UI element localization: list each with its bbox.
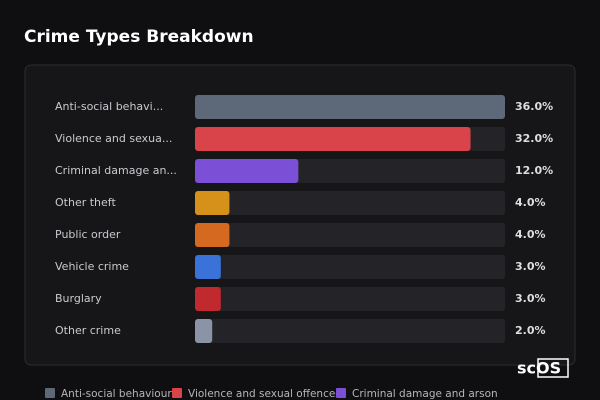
bar-track <box>195 319 505 343</box>
bar <box>195 159 299 183</box>
value-label: 36.0% <box>515 100 553 113</box>
legend-label: Anti-social behaviour <box>61 388 172 400</box>
category-label: Public order <box>55 228 121 241</box>
value-label: 4.0% <box>515 228 546 241</box>
value-label: 4.0% <box>515 196 546 209</box>
bar <box>195 255 221 279</box>
category-label: Other crime <box>55 324 121 337</box>
category-label: Burglary <box>55 292 102 305</box>
category-label: Other theft <box>55 196 116 209</box>
bar <box>195 287 221 311</box>
chart-title: Crime Types Breakdown <box>24 27 254 47</box>
legend-swatch <box>45 388 55 398</box>
value-label: 2.0% <box>515 324 546 337</box>
bar-track <box>195 223 505 247</box>
value-label: 32.0% <box>515 132 553 145</box>
value-label: 3.0% <box>515 292 546 305</box>
bar <box>195 95 505 119</box>
legend-label: Criminal damage and arson <box>352 388 498 400</box>
bar <box>195 223 230 247</box>
legend-swatch <box>172 388 182 398</box>
bar-track <box>195 255 505 279</box>
bar <box>195 127 471 151</box>
logo: scOS <box>517 359 561 378</box>
bar <box>195 191 230 215</box>
category-label: Anti-social behavi... <box>55 100 163 113</box>
category-label: Violence and sexua... <box>55 132 172 145</box>
bar-track <box>195 191 505 215</box>
category-label: Vehicle crime <box>55 260 129 273</box>
legend-label: Violence and sexual offences <box>188 388 341 400</box>
bar-track <box>195 287 505 311</box>
legend-swatch <box>336 388 346 398</box>
value-label: 3.0% <box>515 260 546 273</box>
bar <box>195 319 213 343</box>
value-label: 12.0% <box>515 164 553 177</box>
logo-box <box>537 358 569 378</box>
category-label: Criminal damage an... <box>55 164 177 177</box>
